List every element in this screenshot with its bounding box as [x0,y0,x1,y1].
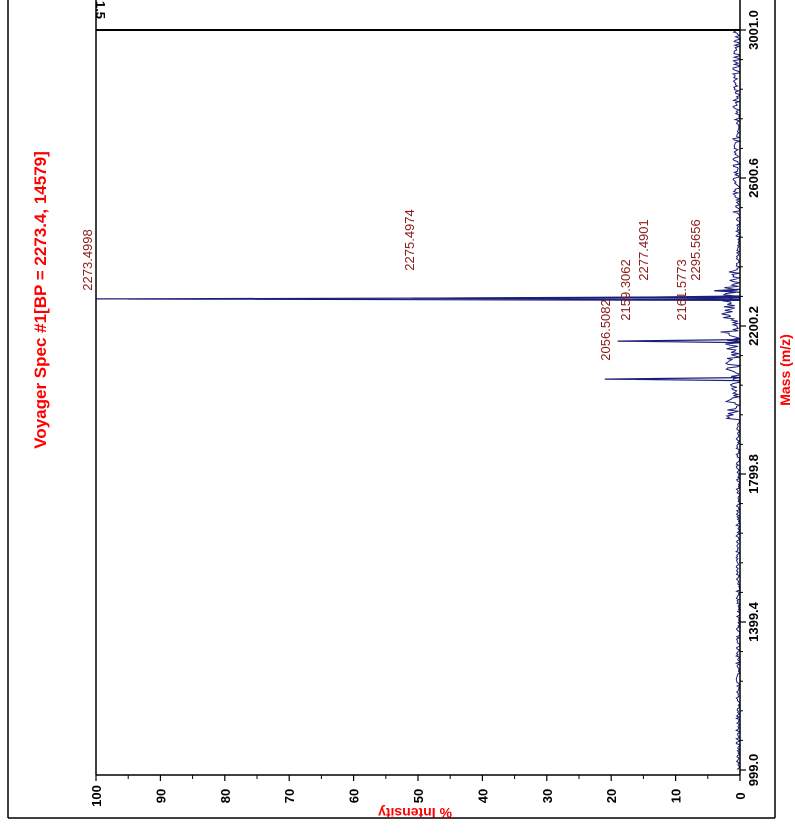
intensity-tick-label: 20 [604,789,619,803]
intensity-tick-label: 50 [411,789,426,803]
intensity-tick-label: 100 [89,785,104,807]
mass-tick-label: 2200.2 [746,306,761,346]
mass-tick-label: 2600.6 [746,158,761,198]
intensity-tick-label: 30 [540,789,555,803]
x-axis-title: Mass (m/z) [777,334,793,406]
spectrum-peak [604,377,741,382]
spectrum-peak [714,288,741,293]
peak-label: 2277.4901 [636,219,651,280]
mass-tick-label: 1399.4 [746,601,761,642]
peak-label: 2161.5773 [674,259,689,320]
intensity-tick-label: 70 [282,789,297,803]
mass-tick-label: 999.0 [746,754,761,787]
spectrum-peak [727,338,741,343]
intensity-tick-label: 0 [733,792,748,799]
spectrum-peak [617,339,741,344]
mass-tick-label: 3001.0 [746,10,761,50]
intensity-tick-label: 60 [347,789,362,803]
peak-label: 2295.5656 [688,219,703,280]
peak-label: 2159.3062 [618,259,633,320]
intensity-tick-label: 90 [153,789,168,803]
peak-label: 2273.4998 [80,229,95,290]
axes-layer: 0 10 20 30 40 50 60 70 80 90 100 999.0 1399.4 1799.8 2… [7,0,776,819]
labels-layer: 2056.5082 2159.3062 2161.5773 2273.4998 2275… [80,209,703,360]
intensity-tick-label: 10 [669,789,684,803]
peak-label: 2275.4974 [402,209,417,270]
mass-tick-label: 1799.8 [746,454,761,494]
peak-label: 2056.5082 [598,299,613,360]
spectrum-peak [630,295,741,300]
intensity-tick-label: 40 [475,789,490,803]
y-axis-title: % Intensity [378,805,452,821]
spectrum-baseline-noise [720,30,742,771]
y-axis-extra-label: 1.5 [93,1,108,19]
chart-title: Voyager Spec #1[BP = 2273.4, 14579] [31,151,50,449]
intensity-tick-label: 80 [218,789,233,803]
